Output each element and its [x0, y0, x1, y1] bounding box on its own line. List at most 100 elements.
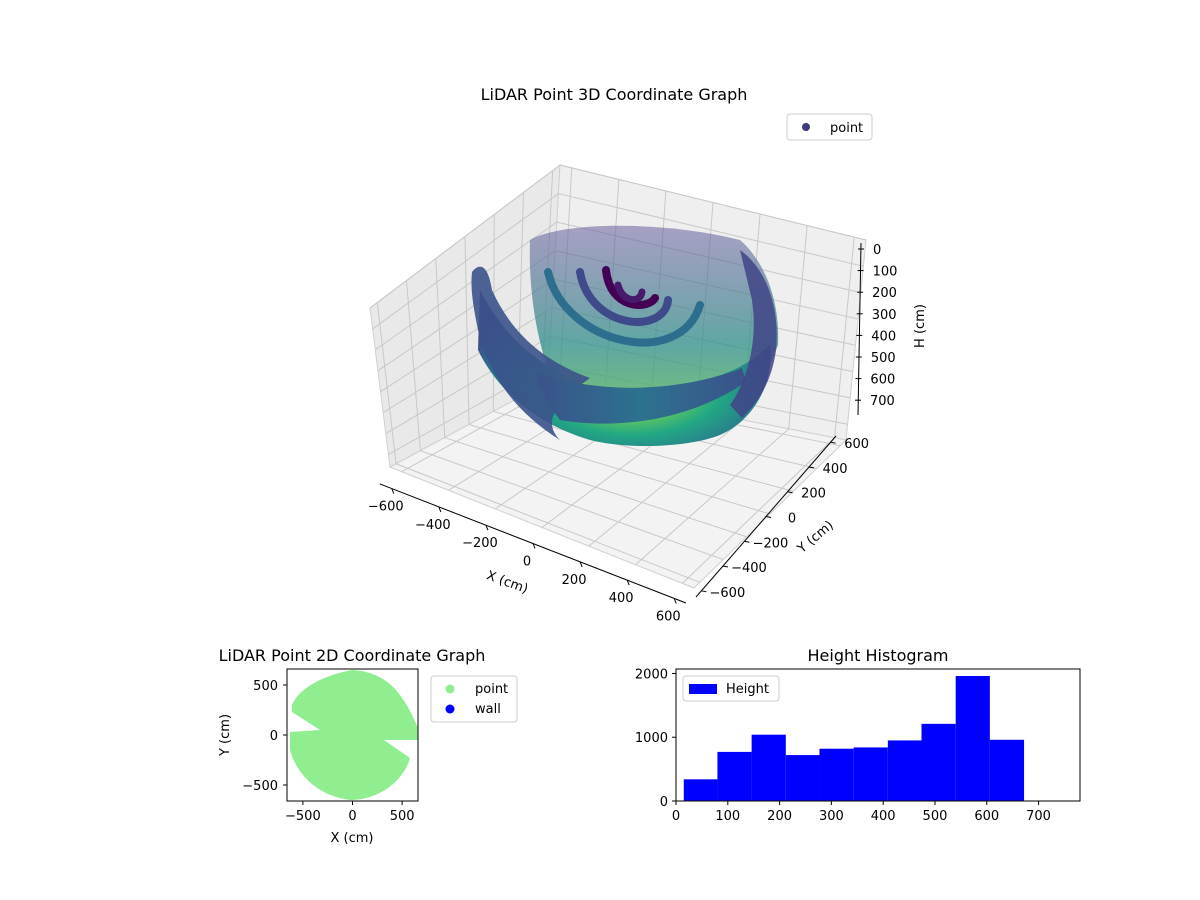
grid-back-x — [788, 225, 808, 429]
ticks-3d: −600 −400 −200 0 200 400 600 −600 −400 −200 0 200 40… — [368, 243, 897, 624]
x-tick-label-hist: 500 — [923, 809, 948, 824]
legend-2d-marker-point — [445, 684, 455, 694]
y-tick-label-3d: −200 — [753, 536, 789, 551]
legend-hist: Height — [682, 675, 780, 702]
y-tick-label-hist: 1000 — [635, 731, 668, 746]
x-tick-label-3d: 600 — [656, 609, 681, 624]
grid-left-y — [464, 236, 470, 425]
y-tick-label-3d: 0 — [788, 512, 796, 527]
y-tick-label-3d: 600 — [844, 437, 869, 452]
grid-left-y — [376, 302, 397, 464]
grid-floor-y — [468, 424, 771, 515]
histogram-bar — [989, 739, 1025, 801]
histogram-bar — [955, 676, 990, 801]
y-tick-label-hist: 2000 — [635, 667, 668, 682]
histogram-bars — [683, 676, 1025, 801]
x-tick-label-3d: −400 — [415, 518, 451, 533]
z-tick-label-3d: 200 — [872, 286, 897, 301]
x-axis-label-2d: X (cm) — [331, 831, 374, 846]
right-edge — [730, 250, 777, 418]
x-tick-label-3d: 0 — [523, 555, 531, 570]
histogram-bar — [751, 734, 786, 801]
chart-3d: LiDAR Point 3D Coordinate Graph −600 −400… — [368, 85, 928, 624]
z-axis-label-3d: H (cm) — [913, 304, 928, 348]
grid-back-z — [559, 164, 867, 241]
grid-left-z — [382, 307, 553, 414]
grid-left-z — [374, 221, 558, 351]
x-tick-mark — [673, 598, 677, 604]
plot-frame-hist — [675, 668, 1081, 802]
chart-histogram: Height Histogram 0 100 200 300 400 500 600 7000… — [635, 646, 1081, 824]
x-tick-label-3d: −600 — [368, 500, 404, 515]
z-tick-label-3d: 0 — [873, 243, 881, 258]
legend-3d: point — [786, 113, 873, 141]
legend-3d-marker — [802, 123, 810, 131]
z-tick-label-3d: 300 — [872, 308, 897, 323]
chart-2d-title: LiDAR Point 2D Coordinate Graph — [219, 646, 486, 665]
x-tick-mark — [391, 488, 395, 494]
x-tick-label-2d: 500 — [390, 809, 415, 824]
z-tick-label-3d: 400 — [871, 329, 896, 344]
z-tick-label-3d: 500 — [871, 351, 896, 366]
histogram-bar — [921, 723, 956, 801]
y-tick-mark — [701, 590, 707, 593]
histogram-bar — [853, 747, 888, 801]
histogram-bar — [717, 751, 752, 801]
x-tick-mark — [485, 525, 489, 531]
legend-2d-label-point: point — [475, 682, 508, 697]
x-tick-mark — [626, 579, 630, 586]
point-cloud-2d — [290, 670, 418, 800]
x-tick-label-hist: 100 — [715, 809, 740, 824]
x-axis-label-3d: X (cm) — [484, 568, 530, 597]
legend-2d: point wall — [430, 675, 518, 723]
plot-area-2d — [290, 670, 418, 800]
y-axis-label-2d: Y (cm) — [218, 714, 233, 757]
y-tick-label-3d: −600 — [710, 586, 746, 601]
histogram-bar — [819, 748, 854, 801]
z-tick-label-3d: 100 — [873, 265, 898, 280]
y-tick-mark — [830, 441, 836, 444]
legend-hist-label: Height — [726, 682, 769, 697]
x-tick-label-3d: 200 — [562, 573, 587, 588]
y-tick-label-2d: −500 — [242, 779, 278, 794]
y-tick-mark — [787, 491, 793, 494]
legend-3d-box — [786, 113, 873, 141]
ticks-2d: −500 0 500 500 0 −500 — [242, 679, 414, 824]
x-tick-mark — [579, 561, 583, 567]
y-tick-mark — [765, 516, 772, 518]
grid-left-z — [377, 250, 556, 372]
y-tick-label-3d: 400 — [823, 462, 848, 477]
grid-floor-y — [395, 463, 701, 583]
grid-left-z — [380, 278, 554, 393]
grid-left-z — [372, 193, 559, 330]
histogram-bar — [887, 740, 922, 801]
x-tick-mark — [532, 543, 536, 549]
y-tick-label-hist: 0 — [660, 795, 668, 810]
x-tick-label-2d: 0 — [348, 809, 356, 824]
z-tick-label-3d: 600 — [870, 373, 895, 388]
y-tick-label-2d: 0 — [270, 729, 278, 744]
z-tick-label-3d: 700 — [870, 394, 895, 409]
legend-hist-box — [682, 675, 780, 702]
x-tick-label-hist: 300 — [819, 809, 844, 824]
y-axis-label-3d: Y (cm) — [794, 518, 837, 557]
point-cloud — [471, 225, 779, 447]
x-tick-label-hist: 600 — [974, 809, 999, 824]
chart-3d-title: LiDAR Point 3D Coordinate Graph — [481, 85, 748, 104]
legend-2d-label-wall: wall — [475, 702, 501, 717]
grid-left-y — [406, 280, 421, 451]
y-tick-mark — [744, 540, 750, 543]
grid-floor-y — [420, 450, 724, 561]
y-tick-label-3d: 200 — [801, 487, 826, 502]
histogram-title: Height Histogram — [808, 646, 949, 665]
inner-arc-inner — [602, 266, 659, 309]
x-tick-label-3d: 400 — [609, 591, 634, 606]
inner-arc-outer — [544, 268, 704, 347]
inner-arc-middle — [576, 268, 672, 326]
histogram-bar — [683, 779, 718, 801]
x-tick-label-hist: 700 — [1026, 809, 1051, 824]
inner-arc-small — [614, 281, 646, 304]
legend-3d-label: point — [830, 121, 863, 136]
front-rim — [535, 368, 746, 424]
